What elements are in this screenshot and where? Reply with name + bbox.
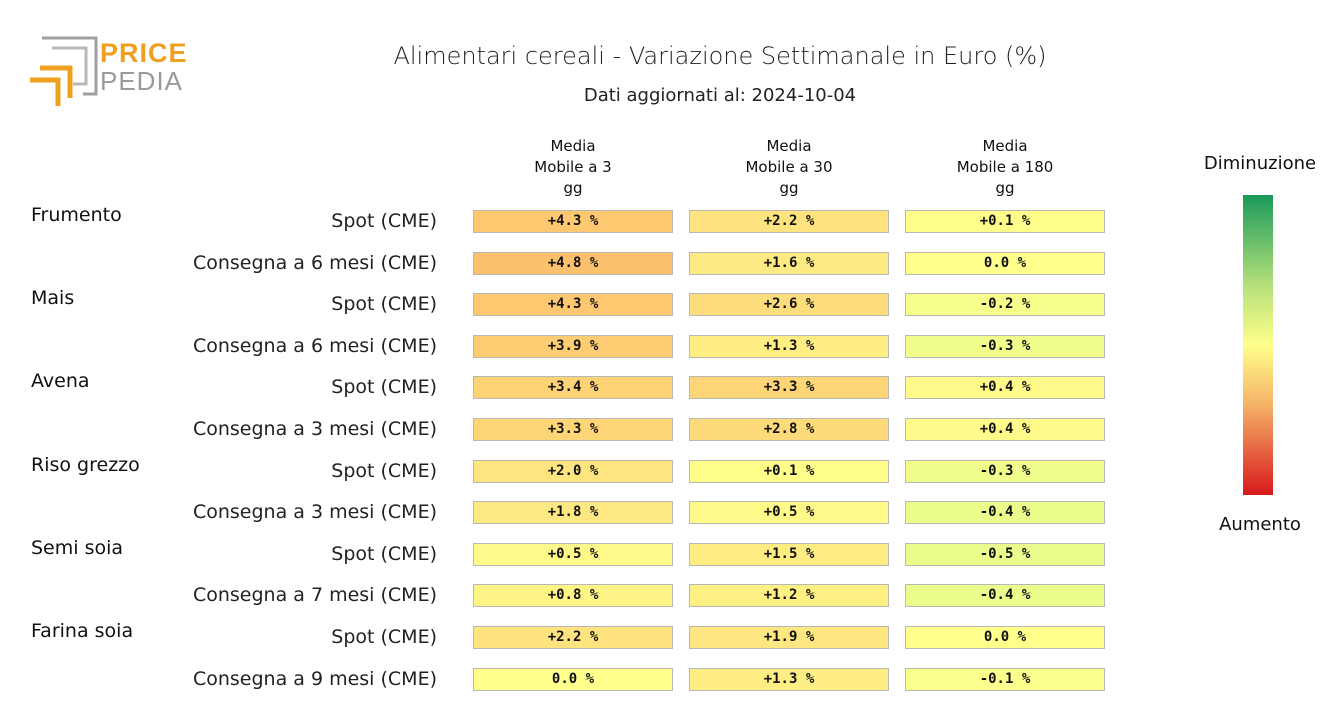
group-label: Riso grezzo bbox=[31, 453, 140, 476]
heatmap-cell: +0.5 % bbox=[473, 542, 673, 566]
heatmap-cell: +1.9 % bbox=[689, 626, 889, 649]
row-label: Consegna a 6 mesi (CME) bbox=[192, 334, 437, 357]
heatmap-cell: +2.2 % bbox=[689, 210, 889, 233]
logo-mark-icon bbox=[30, 36, 98, 106]
row-label: Consegna a 9 mesi (CME) bbox=[192, 667, 437, 690]
column-header-ma30: Media Mobile a 30 gg bbox=[745, 137, 833, 197]
heatmap-cell: -0.4 % bbox=[905, 584, 1105, 608]
chart-subtitle: Dati aggiornati al: 2024-10-04 bbox=[583, 85, 857, 106]
row-label: Spot (CME) bbox=[331, 376, 437, 399]
heatmap-cell: +4.3 % bbox=[473, 293, 673, 317]
group-label: Avena bbox=[31, 370, 90, 393]
heatmap-cell: -0.3 % bbox=[905, 334, 1105, 358]
heatmap-cell: +1.6 % bbox=[689, 251, 889, 275]
heatmap-cell: +3.9 % bbox=[473, 334, 673, 358]
row-label: Spot (CME) bbox=[331, 626, 437, 648]
heatmap-cell: +4.8 % bbox=[473, 251, 673, 275]
legend-label-decrease: Diminuzione bbox=[1203, 153, 1317, 174]
heatmap-cell: +0.8 % bbox=[473, 584, 673, 608]
heatmap-cell: +2.0 % bbox=[473, 459, 673, 483]
heatmap-cell: -0.3 % bbox=[905, 459, 1105, 483]
group-label: Semi soia bbox=[31, 536, 124, 559]
group-label: Frumento bbox=[31, 204, 122, 226]
heatmap-cell: 0.0 % bbox=[905, 626, 1105, 649]
heatmap-cell: 0.0 % bbox=[905, 251, 1105, 275]
group-label: Mais bbox=[31, 287, 75, 310]
heatmap-cell: +0.1 % bbox=[905, 210, 1105, 233]
logo-text-pedia: PEDIA bbox=[100, 66, 184, 96]
heatmap-cell: +3.3 % bbox=[689, 376, 889, 400]
heatmap-cell: +0.5 % bbox=[689, 501, 889, 525]
heatmap-cell: +2.2 % bbox=[473, 626, 673, 649]
heatmap-cell: 0.0 % bbox=[473, 667, 673, 691]
heatmap-cell: -0.5 % bbox=[905, 542, 1105, 566]
group-label: Farina soia bbox=[31, 620, 134, 642]
heatmap-cell: +0.4 % bbox=[905, 376, 1105, 400]
row-label: Spot (CME) bbox=[331, 293, 437, 316]
row-label: Spot (CME) bbox=[331, 542, 437, 565]
heatmap-cell: +0.4 % bbox=[905, 418, 1105, 441]
heatmap-cell: +3.3 % bbox=[473, 418, 673, 441]
heatmap-cell: +1.2 % bbox=[689, 584, 889, 608]
logo-text-price: PRICE bbox=[100, 38, 188, 68]
heatmap-cell: -0.4 % bbox=[905, 501, 1105, 525]
heatmap-cell: +0.1 % bbox=[689, 459, 889, 483]
pricepedia-logo: PRICE PEDIA bbox=[28, 36, 188, 111]
row-label: Spot (CME) bbox=[331, 210, 437, 232]
heatmap-cell: +3.4 % bbox=[473, 376, 673, 400]
heatmap-cell: +1.8 % bbox=[473, 501, 673, 525]
heatmap-cell: -0.1 % bbox=[905, 667, 1105, 691]
heatmap-cell: +2.8 % bbox=[689, 418, 889, 441]
heatmap-cell: +2.6 % bbox=[689, 293, 889, 317]
row-label: Spot (CME) bbox=[331, 459, 437, 482]
row-label: Consegna a 3 mesi (CME) bbox=[192, 418, 437, 440]
row-label: Consegna a 3 mesi (CME) bbox=[192, 501, 437, 524]
heatmap-cell: +1.5 % bbox=[689, 542, 889, 566]
row-label: Consegna a 7 mesi (CME) bbox=[192, 584, 437, 607]
heatmap-cell: +1.3 % bbox=[689, 334, 889, 358]
legend-label-increase: Aumento bbox=[1219, 514, 1301, 535]
heatmap-cell: +4.3 % bbox=[473, 210, 673, 233]
heatmap-cell: +1.3 % bbox=[689, 667, 889, 691]
column-header-ma3: Media Mobile a 3 gg bbox=[534, 137, 612, 197]
chart-title: Alimentari cereali - Variazione Settiman… bbox=[393, 42, 1047, 70]
heatmap-cell: -0.2 % bbox=[905, 293, 1105, 317]
row-label: Consegna a 6 mesi (CME) bbox=[192, 251, 437, 274]
color-scale-bar bbox=[1243, 195, 1273, 495]
column-header-ma180: Media Mobile a 180 gg bbox=[956, 137, 1054, 197]
